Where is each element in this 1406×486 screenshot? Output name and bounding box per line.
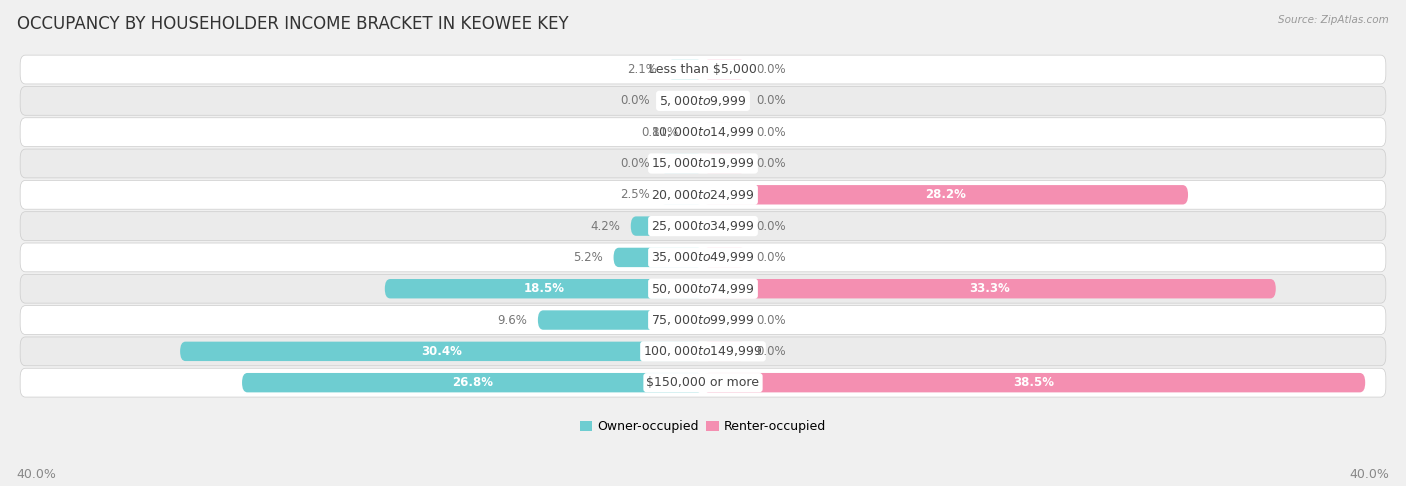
Text: 18.5%: 18.5% <box>523 282 564 295</box>
FancyBboxPatch shape <box>703 373 1365 392</box>
FancyBboxPatch shape <box>703 185 1188 205</box>
Text: 30.4%: 30.4% <box>422 345 463 358</box>
Text: $75,000 to $99,999: $75,000 to $99,999 <box>651 313 755 327</box>
FancyBboxPatch shape <box>20 306 1386 334</box>
Text: 0.0%: 0.0% <box>756 251 786 264</box>
Text: 2.5%: 2.5% <box>620 188 650 201</box>
FancyBboxPatch shape <box>703 311 747 330</box>
Text: $15,000 to $19,999: $15,000 to $19,999 <box>651 156 755 171</box>
Text: 0.0%: 0.0% <box>756 157 786 170</box>
Text: 26.8%: 26.8% <box>451 376 494 389</box>
FancyBboxPatch shape <box>703 122 747 142</box>
FancyBboxPatch shape <box>666 60 703 79</box>
FancyBboxPatch shape <box>20 274 1386 303</box>
FancyBboxPatch shape <box>20 337 1386 366</box>
Text: $25,000 to $34,999: $25,000 to $34,999 <box>651 219 755 233</box>
FancyBboxPatch shape <box>180 342 703 361</box>
Text: OCCUPANCY BY HOUSEHOLDER INCOME BRACKET IN KEOWEE KEY: OCCUPANCY BY HOUSEHOLDER INCOME BRACKET … <box>17 15 568 33</box>
FancyBboxPatch shape <box>703 279 1275 298</box>
Text: 2.1%: 2.1% <box>627 63 657 76</box>
Legend: Owner-occupied, Renter-occupied: Owner-occupied, Renter-occupied <box>579 420 827 434</box>
Text: 0.0%: 0.0% <box>756 94 786 107</box>
Text: 0.0%: 0.0% <box>756 63 786 76</box>
Text: 0.0%: 0.0% <box>756 126 786 139</box>
FancyBboxPatch shape <box>20 243 1386 272</box>
FancyBboxPatch shape <box>703 248 747 267</box>
Text: 40.0%: 40.0% <box>1350 468 1389 481</box>
Text: Less than $5,000: Less than $5,000 <box>650 63 756 76</box>
Text: Source: ZipAtlas.com: Source: ZipAtlas.com <box>1278 15 1389 25</box>
Text: 28.2%: 28.2% <box>925 188 966 201</box>
Text: 0.0%: 0.0% <box>756 313 786 327</box>
Text: 4.2%: 4.2% <box>591 220 620 233</box>
FancyBboxPatch shape <box>20 180 1386 209</box>
FancyBboxPatch shape <box>703 216 747 236</box>
FancyBboxPatch shape <box>613 248 703 267</box>
FancyBboxPatch shape <box>659 91 703 110</box>
FancyBboxPatch shape <box>689 122 703 142</box>
FancyBboxPatch shape <box>703 60 747 79</box>
Text: 0.0%: 0.0% <box>756 345 786 358</box>
Text: 40.0%: 40.0% <box>17 468 56 481</box>
Text: 5.2%: 5.2% <box>574 251 603 264</box>
Text: $10,000 to $14,999: $10,000 to $14,999 <box>651 125 755 139</box>
Text: $50,000 to $74,999: $50,000 to $74,999 <box>651 282 755 295</box>
FancyBboxPatch shape <box>703 342 747 361</box>
Text: 9.6%: 9.6% <box>498 313 527 327</box>
Text: $100,000 to $149,999: $100,000 to $149,999 <box>644 345 762 358</box>
Text: 0.0%: 0.0% <box>756 220 786 233</box>
FancyBboxPatch shape <box>659 154 703 173</box>
FancyBboxPatch shape <box>20 149 1386 178</box>
FancyBboxPatch shape <box>20 87 1386 115</box>
FancyBboxPatch shape <box>631 216 703 236</box>
Text: 38.5%: 38.5% <box>1014 376 1054 389</box>
Text: 0.0%: 0.0% <box>620 157 650 170</box>
FancyBboxPatch shape <box>20 118 1386 147</box>
Text: 0.81%: 0.81% <box>641 126 679 139</box>
Text: 33.3%: 33.3% <box>969 282 1010 295</box>
Text: $150,000 or more: $150,000 or more <box>647 376 759 389</box>
Text: 0.0%: 0.0% <box>620 94 650 107</box>
FancyBboxPatch shape <box>659 185 703 205</box>
Text: $35,000 to $49,999: $35,000 to $49,999 <box>651 250 755 264</box>
FancyBboxPatch shape <box>20 368 1386 397</box>
FancyBboxPatch shape <box>538 311 703 330</box>
FancyBboxPatch shape <box>385 279 703 298</box>
Text: $5,000 to $9,999: $5,000 to $9,999 <box>659 94 747 108</box>
FancyBboxPatch shape <box>20 55 1386 84</box>
FancyBboxPatch shape <box>242 373 703 392</box>
Text: $20,000 to $24,999: $20,000 to $24,999 <box>651 188 755 202</box>
FancyBboxPatch shape <box>703 91 747 110</box>
FancyBboxPatch shape <box>20 212 1386 241</box>
FancyBboxPatch shape <box>703 154 747 173</box>
